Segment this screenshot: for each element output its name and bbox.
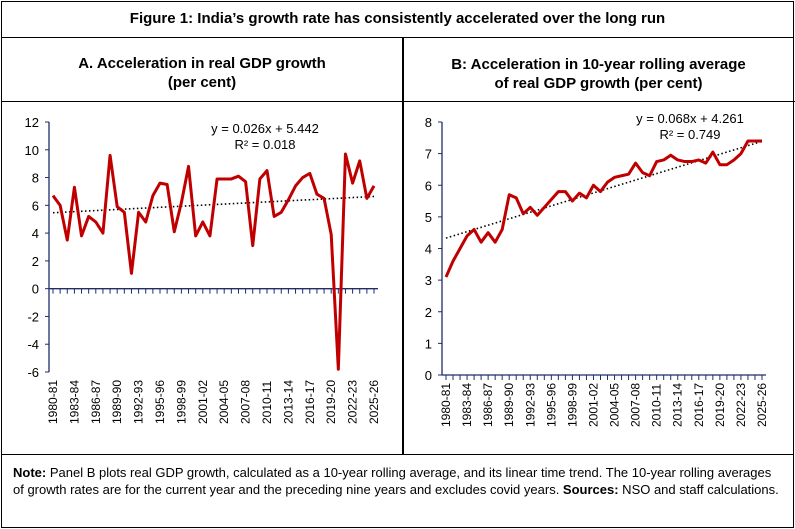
y-tick-label: 10	[25, 143, 39, 158]
x-tick-label: 2004-05	[217, 380, 231, 424]
y-tick-label: 4	[32, 226, 39, 241]
y-tick-label: 0	[425, 368, 432, 383]
y-tick-label: -2	[27, 309, 39, 324]
y-tick-label: 5	[425, 210, 432, 225]
x-tick-label: 2001-02	[586, 383, 600, 427]
panel-b-title-line1: B: Acceleration in 10-year rolling avera…	[451, 56, 746, 73]
x-tick-label: 1995-96	[544, 383, 558, 427]
panel-a-chart: -6 -4 -2 0 2 4 6 8 10 12 1980-81 1983-84 1986-87 1989…	[25, 115, 381, 424]
panel-b-title: B: Acceleration in 10-year rolling avera…	[402, 38, 795, 102]
x-tick-label: 1995-96	[153, 380, 167, 424]
x-tick-label: 1986-87	[481, 383, 495, 427]
sources-label: Sources:	[562, 482, 619, 497]
trend-equation: y = 0.068x + 4.261	[636, 111, 744, 126]
x-tick-label: 2019-20	[713, 383, 727, 427]
x-tick-label: 2001-02	[196, 380, 210, 424]
y-tick-label: 4	[425, 242, 432, 257]
x-tick-label: 1986-87	[89, 380, 103, 424]
sources-text: NSO and staff calculations.	[618, 482, 779, 497]
y-tick-label: 7	[425, 147, 432, 162]
y-tick-label: 6	[425, 178, 432, 193]
y-tick-label: 8	[425, 115, 432, 130]
x-tick-label: 2010-11	[650, 384, 664, 427]
r-squared-label: R² = 0.749	[659, 127, 720, 142]
x-tick-label: 2016-17	[303, 380, 317, 424]
note-text: Panel B plots real GDP growth, calculate…	[13, 465, 772, 497]
trend-equation: y = 0.026x + 5.442	[211, 121, 319, 136]
note-label: Note:	[13, 465, 47, 480]
y-tick-label: 2	[32, 254, 39, 269]
panel-a-title-line1: A. Acceleration in real GDP growth	[78, 55, 326, 72]
x-tick-label: 2016-17	[692, 383, 706, 427]
y-tick-label: 2	[425, 305, 432, 320]
series-line	[444, 139, 762, 278]
figure-title: Figure 1: India’s growth rate has consis…	[2, 2, 793, 38]
x-tick-label: 2025-26	[755, 383, 769, 427]
x-tick-label: 2025-26	[367, 380, 381, 424]
x-tick-label: 1998-99	[565, 383, 579, 427]
panel-b-title-line2: of real GDP growth (per cent)	[494, 75, 703, 92]
y-tick-label: 3	[425, 273, 432, 288]
x-tick-label: 2010-11	[260, 381, 274, 424]
y-tick-label: 12	[25, 115, 39, 130]
y-tick-label: 6	[32, 198, 39, 213]
footnote: Note: Panel B plots real GDP growth, cal…	[2, 454, 793, 498]
x-tick-label: 1989-90	[502, 383, 516, 427]
y-tick-label: 1	[425, 336, 432, 351]
x-tick-label: 1983-84	[67, 380, 81, 424]
y-tick-label: -4	[27, 337, 39, 352]
panel-b-chart: 0 1 2 3 4 5 6 7 8 1980-81 1983-84 1986-87 1989-90 199…	[425, 111, 769, 427]
x-tick-label: 2019-20	[324, 380, 338, 424]
panel-a-title: A. Acceleration in real GDP growth (per …	[2, 38, 402, 102]
x-tick-label: 1983-84	[460, 383, 474, 427]
x-tick-label: 2007-08	[239, 380, 253, 424]
trendline	[445, 140, 763, 239]
x-tick-label: 1980-81	[46, 380, 60, 424]
x-tick-label: 1992-93	[132, 380, 146, 424]
x-tick-label: 1989-90	[110, 380, 124, 424]
x-tick-label: 1998-99	[174, 380, 188, 424]
y-tick-label: -6	[27, 365, 39, 380]
x-tick-label: 2013-14	[281, 380, 295, 424]
x-tick-label: 1980-81	[439, 383, 453, 427]
y-tick-label: 8	[32, 171, 39, 186]
panel-divider	[402, 38, 404, 455]
series-line	[51, 152, 376, 371]
panel-a-title-line2: (per cent)	[167, 74, 237, 91]
x-tick-label: 2022-23	[346, 380, 360, 424]
x-tick-label: 2007-08	[629, 383, 643, 427]
x-tick-label: 2013-14	[671, 383, 685, 427]
x-tick-label: 2004-05	[608, 383, 622, 427]
x-tick-label: 2022-23	[734, 383, 748, 427]
x-tick-label: 1992-93	[523, 383, 537, 427]
r-squared-label: R² = 0.018	[234, 137, 295, 152]
y-tick-label: 0	[32, 282, 39, 297]
